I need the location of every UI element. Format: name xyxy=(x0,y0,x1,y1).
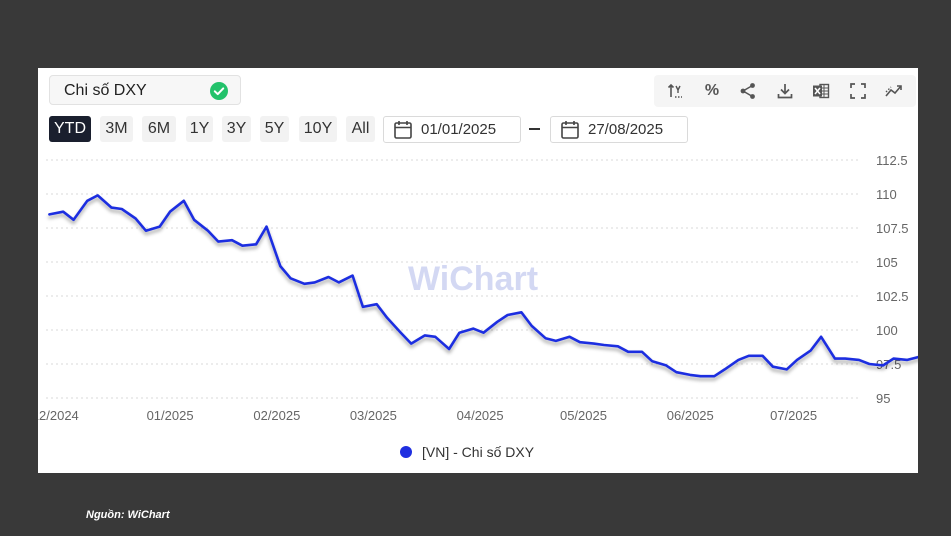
calendar-icon xyxy=(561,121,579,139)
percent-icon[interactable]: % xyxy=(704,82,720,99)
legend[interactable]: [VN] - Chi số DXY xyxy=(400,444,535,460)
grid-lines xyxy=(46,159,858,399)
watermark-text: WiChart xyxy=(408,260,538,298)
range-1y[interactable]: 1Y xyxy=(186,116,213,142)
chart-panel: Chi số DXY % xyxy=(38,68,918,473)
range-5y[interactable]: 5Y xyxy=(260,116,289,142)
date-from-value: 01/01/2025 xyxy=(421,121,497,138)
y-tick-label: 95 xyxy=(876,391,890,406)
y-tick-label: 105 xyxy=(876,255,898,270)
y-tick-label: 107.5 xyxy=(876,221,909,236)
ticker-label: Chi số DXY xyxy=(64,82,147,99)
date-to-value: 27/08/2025 xyxy=(588,121,664,138)
date-to-field[interactable]: 27/08/2025 xyxy=(550,116,688,143)
x-tick-label: 02/2025 xyxy=(253,408,300,423)
verified-check-icon xyxy=(210,82,228,100)
x-tick-label: 01/2025 xyxy=(147,408,194,423)
x-axis: 12/2024 01/2025 02/2025 03/2025 04/2025 05/20… xyxy=(38,408,817,423)
ticker-selector[interactable]: Chi số DXY xyxy=(49,75,241,105)
range-6m[interactable]: 6M xyxy=(142,116,176,142)
fullscreen-icon[interactable] xyxy=(848,81,868,101)
chart-toolbar: % xyxy=(654,75,916,107)
line-chart: WiChart 112.5 110 107.5 105 102.5 100 97.5 95 1… xyxy=(38,153,918,460)
range-3y[interactable]: 3Y xyxy=(222,116,251,142)
range-10y[interactable]: 10Y xyxy=(299,116,337,142)
calendar-icon xyxy=(394,121,412,139)
indicator-icon[interactable] xyxy=(666,81,686,101)
range-ytd[interactable]: YTD xyxy=(49,116,91,142)
legend-marker xyxy=(400,446,412,458)
y-tick-label: 112.5 xyxy=(876,153,908,168)
y-axis: 112.5 110 107.5 105 102.5 100 97.5 95 xyxy=(876,153,909,406)
y-tick-label: 97.5 xyxy=(876,357,901,372)
range-3m[interactable]: 3M xyxy=(100,116,133,142)
x-tick-label: 06/2025 xyxy=(667,408,714,423)
legend-label: [VN] - Chi số DXY xyxy=(422,444,535,460)
y-tick-label: 102.5 xyxy=(876,289,909,304)
series-line xyxy=(48,194,918,378)
share-icon[interactable] xyxy=(738,81,758,101)
x-tick-label: 03/2025 xyxy=(350,408,397,423)
x-tick-label: 05/2025 xyxy=(560,408,607,423)
download-icon[interactable] xyxy=(775,81,795,101)
y-tick-label: 110 xyxy=(876,187,897,202)
y-tick-label: 100 xyxy=(876,323,898,338)
x-tick-label: 12/2024 xyxy=(38,408,79,423)
date-from-field[interactable]: 01/01/2025 xyxy=(383,116,521,143)
x-tick-label: 07/2025 xyxy=(770,408,817,423)
excel-icon[interactable] xyxy=(811,81,831,101)
range-all[interactable]: All xyxy=(346,116,375,142)
x-tick-label: 04/2025 xyxy=(457,408,504,423)
date-range-separator xyxy=(529,128,540,130)
source-note: Nguồn: WiChart xyxy=(86,509,170,521)
compare-icon[interactable] xyxy=(884,81,904,101)
